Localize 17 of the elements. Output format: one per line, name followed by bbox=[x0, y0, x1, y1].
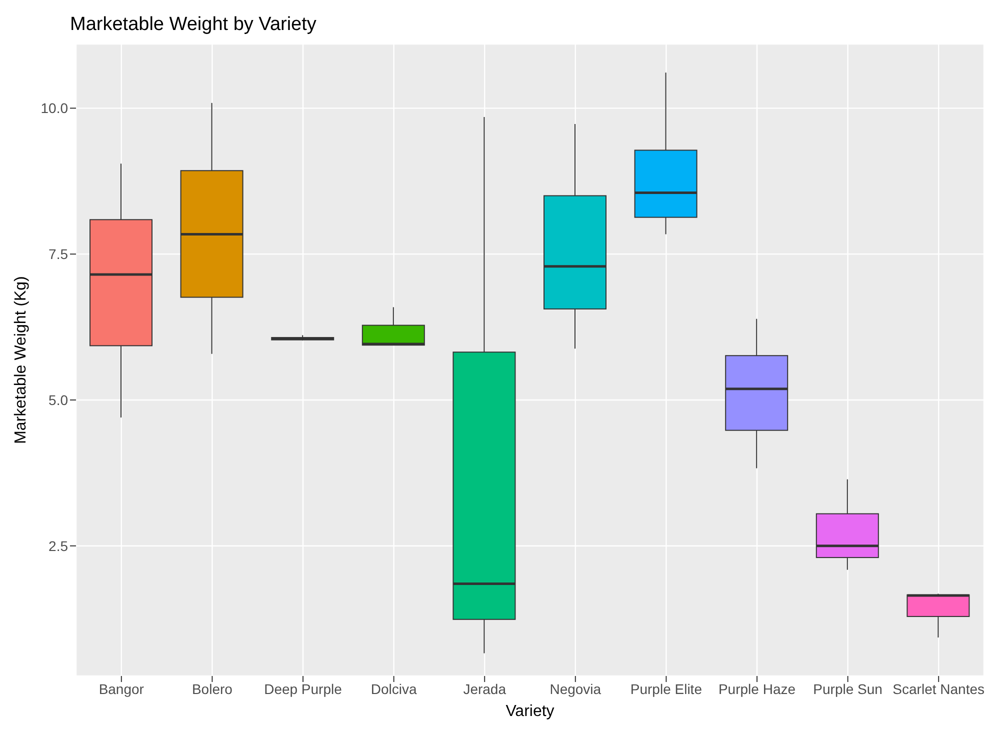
x-tick-label: Bolero bbox=[192, 680, 233, 697]
y-tick-label: 5.0 bbox=[48, 392, 68, 408]
y-axis-title: Marketable Weight (Kg) bbox=[12, 276, 30, 444]
x-axis-title: Variety bbox=[506, 703, 554, 720]
x-tick-label: Purple Haze bbox=[718, 680, 796, 697]
x-tick-label: Bangor bbox=[98, 680, 144, 697]
y-tick-label: 10.0 bbox=[40, 100, 68, 116]
x-tick-label: Scarlet Nantes bbox=[892, 680, 985, 697]
x-tick-label: Purple Sun bbox=[813, 680, 882, 697]
x-tick-label: Deep Purple bbox=[264, 680, 342, 697]
x-tick-label: Purple Elite bbox=[630, 680, 702, 697]
x-tick-label: Negovia bbox=[550, 680, 602, 697]
chart-title: Marketable Weight by Variety bbox=[69, 13, 318, 37]
x-tick-label: Jerada bbox=[463, 680, 506, 697]
y-tick-label: 7.5 bbox=[48, 246, 68, 262]
x-tick-label: Dolciva bbox=[370, 680, 417, 697]
y-tick-label: 2.5 bbox=[48, 538, 68, 554]
